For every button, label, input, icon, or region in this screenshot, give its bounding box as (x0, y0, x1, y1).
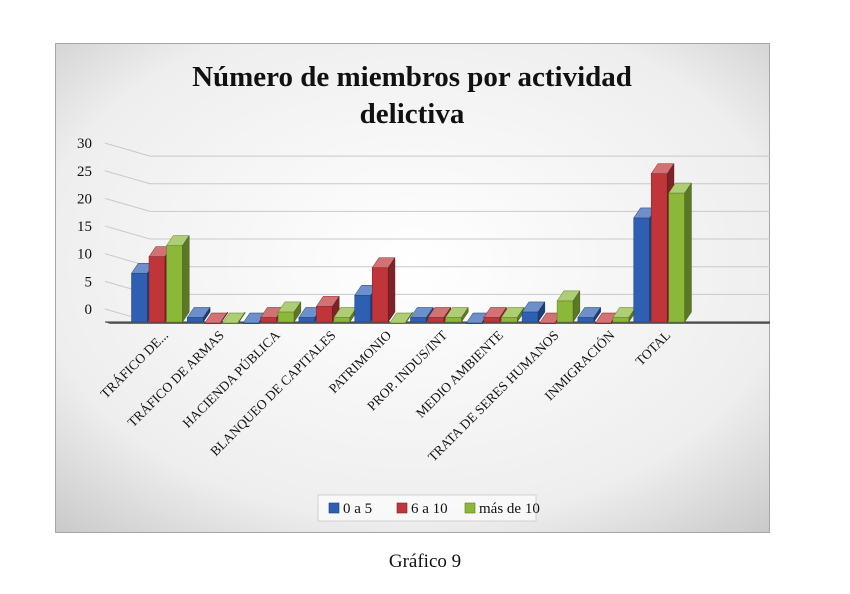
bar-front (333, 317, 351, 323)
gridline-perspective (104, 197, 151, 212)
bar-front (577, 317, 595, 323)
y-tick-label: 25 (77, 164, 92, 180)
bar-front (371, 267, 389, 323)
y-axis-tick-labels: 0 5 10 15 20 25 30 (77, 136, 92, 318)
bar-side (405, 311, 413, 324)
chart-title-line: delictiva (360, 98, 465, 130)
legend-label: 6 a 10 (411, 501, 448, 517)
bar (166, 234, 190, 323)
bar (186, 306, 211, 323)
legend: 0 a 5 6 a 10 más de 10 (317, 494, 540, 522)
y-tick-label: 0 (85, 302, 93, 318)
chart-title: Número de miembros por actividad delictiv… (192, 61, 632, 130)
bar-side (238, 311, 246, 324)
bar (315, 295, 340, 323)
chart-frame: Número de miembros por actividad delictiv… (55, 43, 770, 533)
gridline-perspective (104, 142, 151, 157)
bar-side (387, 256, 396, 323)
bar-front (316, 306, 333, 323)
bar-front (612, 317, 630, 323)
bars (131, 162, 692, 324)
bar-side (293, 301, 302, 323)
bar-front (650, 173, 668, 323)
bar-front (166, 245, 183, 323)
y-tick-label: 15 (77, 219, 92, 235)
bar-front (354, 295, 371, 323)
bar-front (633, 217, 650, 323)
bar (204, 311, 229, 324)
bar-front (131, 272, 148, 323)
bar-side (537, 301, 546, 323)
legend-swatch (464, 502, 476, 514)
y-tick-label: 20 (77, 191, 92, 207)
bar-side (684, 182, 692, 323)
bar-front (410, 317, 427, 323)
bar-front (501, 317, 518, 323)
legend-label: más de 10 (479, 501, 540, 517)
bar-front (668, 192, 685, 323)
gridline-perspective (104, 225, 151, 240)
bar-side (593, 306, 601, 323)
bar (577, 306, 602, 323)
chart: Número de miembros por actividad delictiv… (55, 43, 770, 533)
y-tick-label: 30 (77, 136, 92, 152)
bar-side (182, 234, 190, 323)
bar-front (521, 311, 539, 323)
bar-side (461, 306, 469, 323)
bar (668, 182, 692, 323)
bar (521, 301, 546, 323)
bar-front (445, 317, 462, 323)
y-tick-label: 10 (77, 247, 92, 263)
y-tick-label: 5 (85, 274, 93, 290)
bar (371, 256, 396, 323)
bar-front (260, 317, 277, 323)
chart-title-line: Número de miembros por actividad (192, 61, 632, 93)
bar (277, 301, 302, 323)
legend-swatch (328, 502, 340, 514)
gridline-perspective (104, 170, 151, 185)
bar-front (483, 317, 501, 323)
bar (389, 311, 413, 324)
legend-label: 0 a 5 (343, 501, 372, 517)
bar-front (556, 300, 574, 323)
bar (556, 290, 581, 323)
bar-side (203, 306, 211, 323)
bar-front (148, 256, 166, 323)
figure-caption: Gráfico 9 (388, 551, 462, 572)
bar-front (427, 317, 445, 323)
bar-side (572, 290, 581, 323)
bar (445, 306, 469, 323)
legend-swatch (396, 502, 408, 514)
bar-front (187, 317, 204, 323)
bar-front (277, 311, 295, 323)
legend-box (317, 494, 537, 522)
bar (221, 311, 246, 324)
bar-front (298, 317, 316, 323)
bar-side (220, 311, 228, 324)
